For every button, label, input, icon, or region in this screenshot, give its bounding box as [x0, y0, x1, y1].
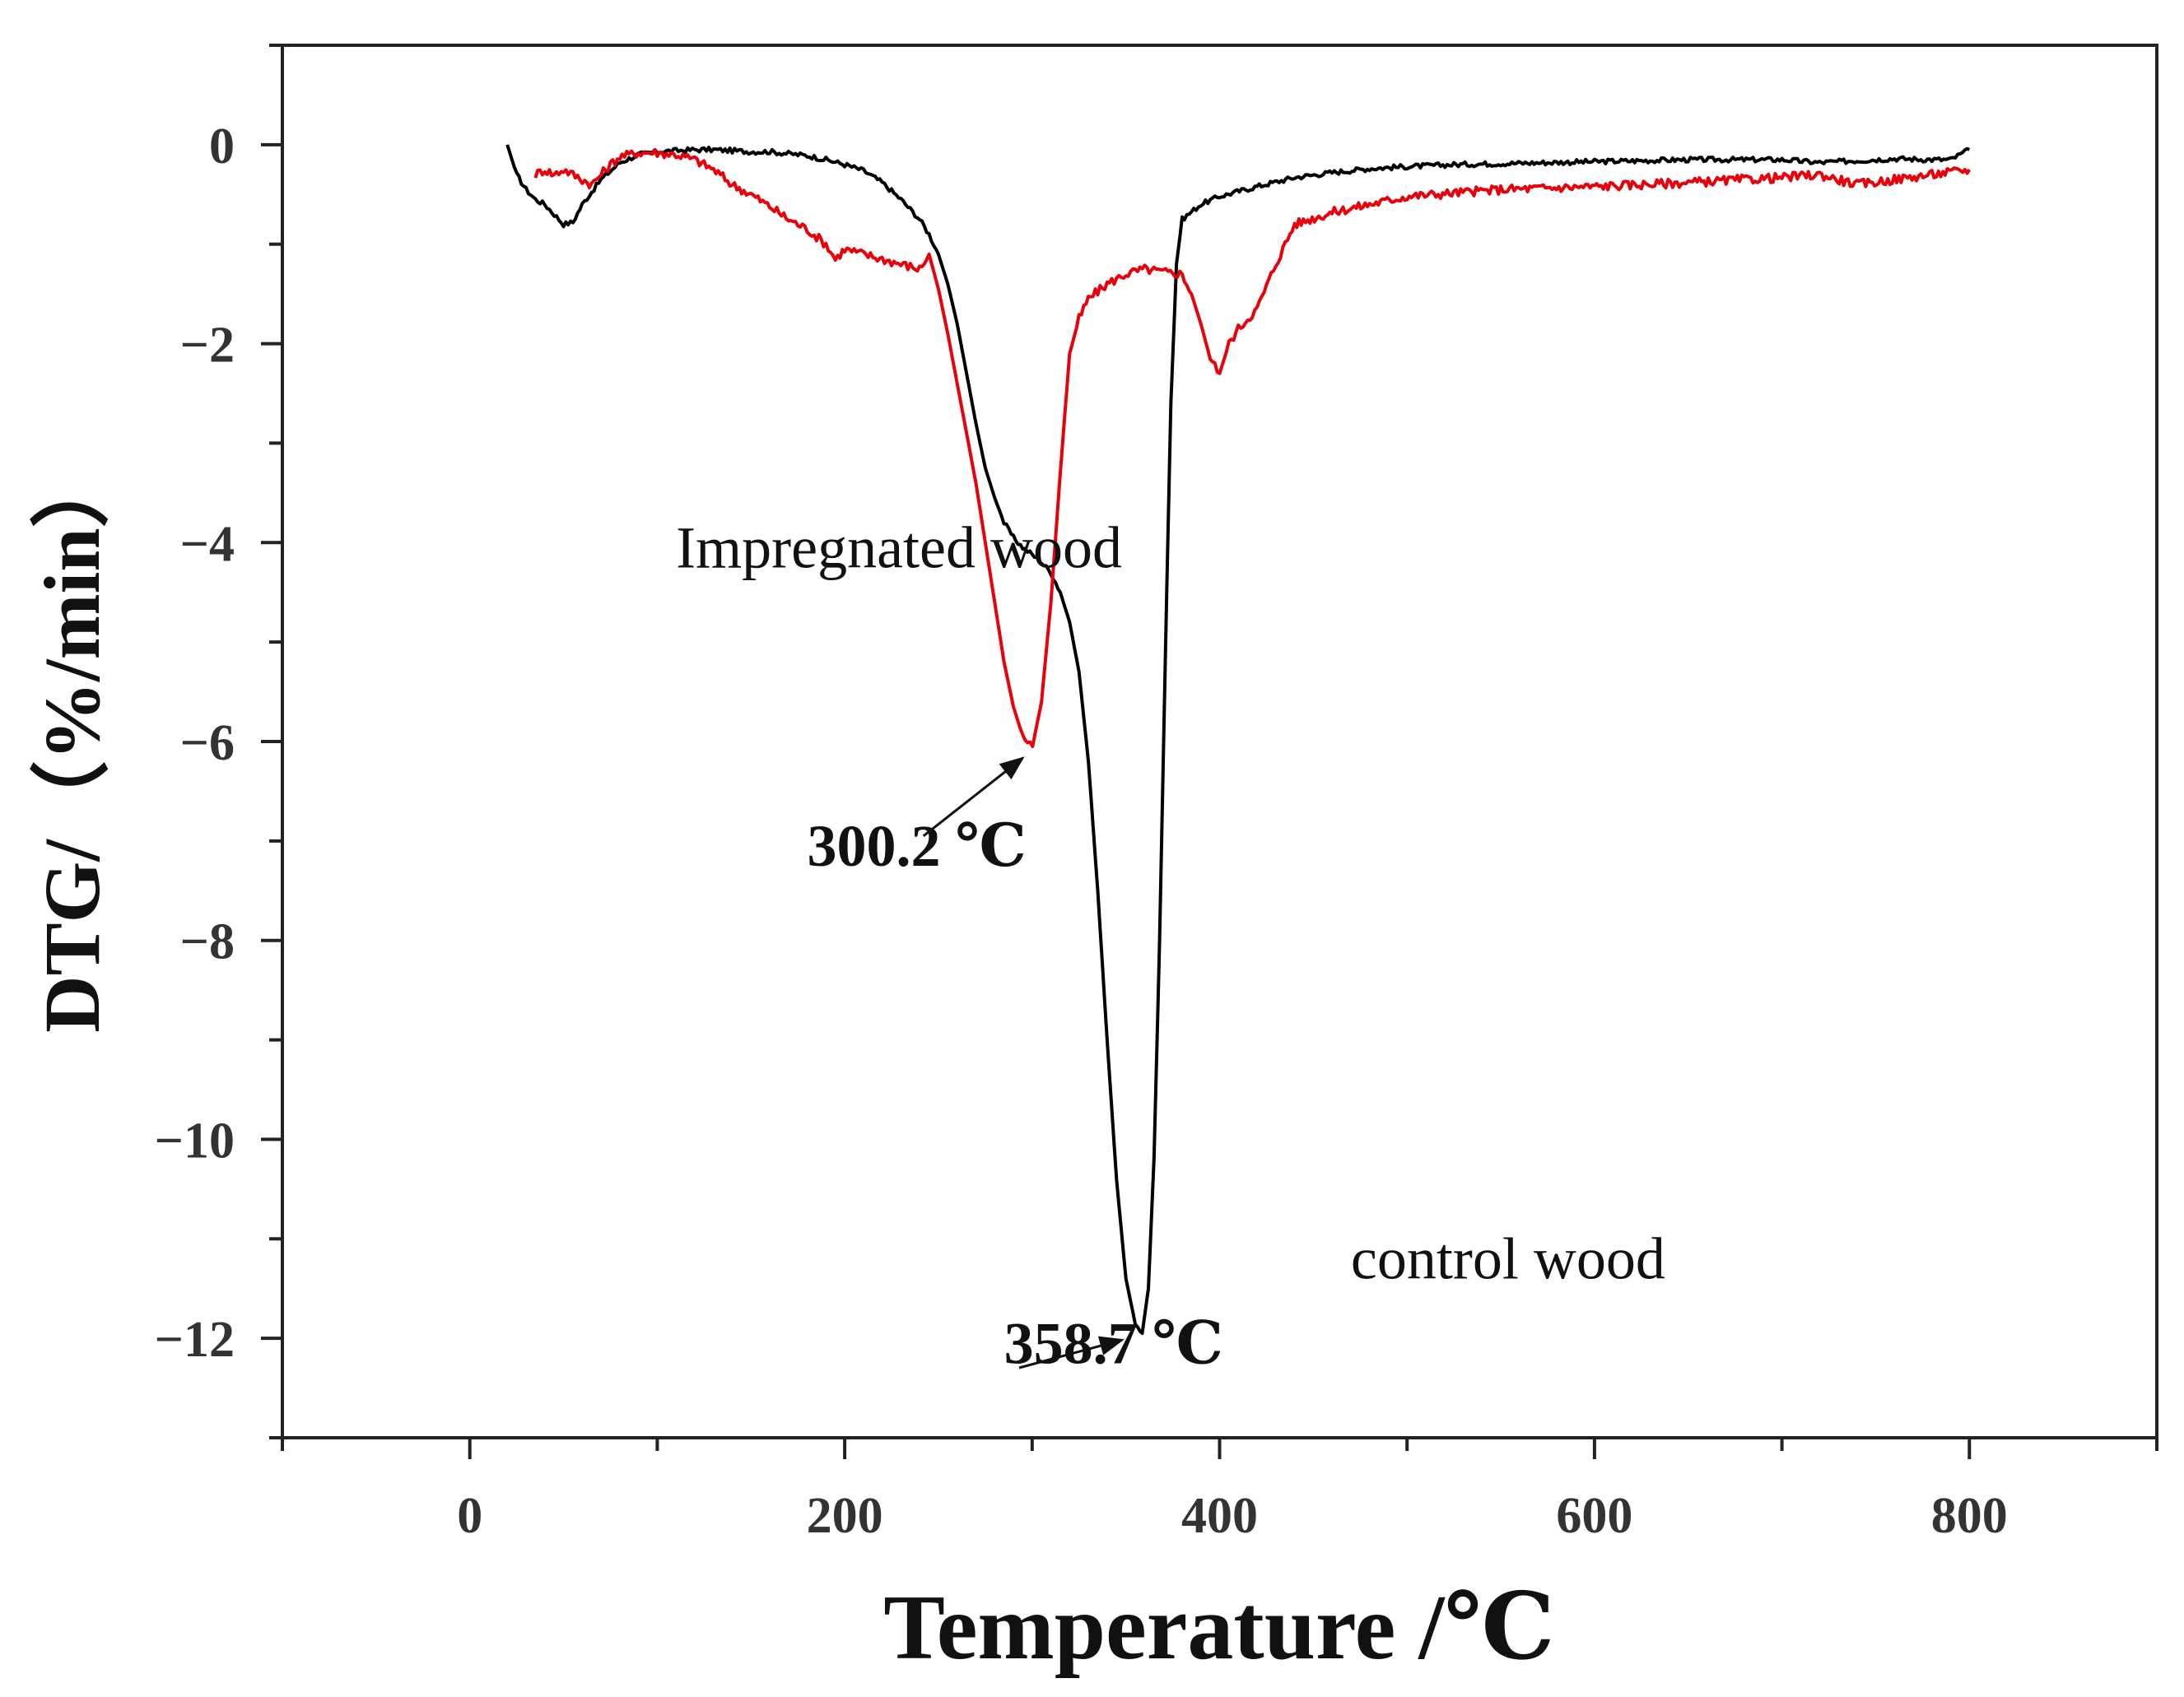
annotation-impregnated-wood: Impregnated wood	[676, 515, 1122, 581]
annotation-arrow-peak-300	[922, 756, 1025, 837]
x-tick-label: 200	[807, 1488, 883, 1544]
x-tick-label: 800	[1931, 1488, 2008, 1544]
plot-frame	[281, 44, 2158, 1439]
y-tick-label: −2	[180, 318, 235, 374]
x-tick-label: 0	[457, 1488, 482, 1544]
series-line-impregnated-wood	[533, 148, 1972, 748]
y-tick-label: 0	[209, 119, 235, 174]
series-layer	[505, 144, 1972, 1336]
y-tick-label: −10	[155, 1113, 235, 1169]
annotation-arrow-peak-358	[1018, 1336, 1125, 1369]
annotation-peak-300: 300.2 ℃	[808, 813, 1027, 879]
y-axis: 0 −2 −4 −6 −8 −10 −12	[155, 44, 282, 1439]
y-axis-title: DTG/（%/min）	[28, 449, 116, 1032]
y-tick-label: −4	[180, 516, 235, 572]
x-tick-label: 600	[1556, 1488, 1632, 1544]
y-tick-label: −6	[180, 715, 235, 771]
y-tick-label: −8	[180, 914, 235, 970]
series-line-control-wood	[505, 144, 1971, 1336]
x-axis: 0 200 400 600 800	[281, 1438, 2158, 1544]
x-axis-title: Temperature /℃	[883, 1577, 1554, 1679]
y-tick-label: −12	[155, 1312, 235, 1368]
annotation-control-wood: control wood	[1351, 1226, 1665, 1292]
x-tick-label: 400	[1181, 1488, 1258, 1544]
